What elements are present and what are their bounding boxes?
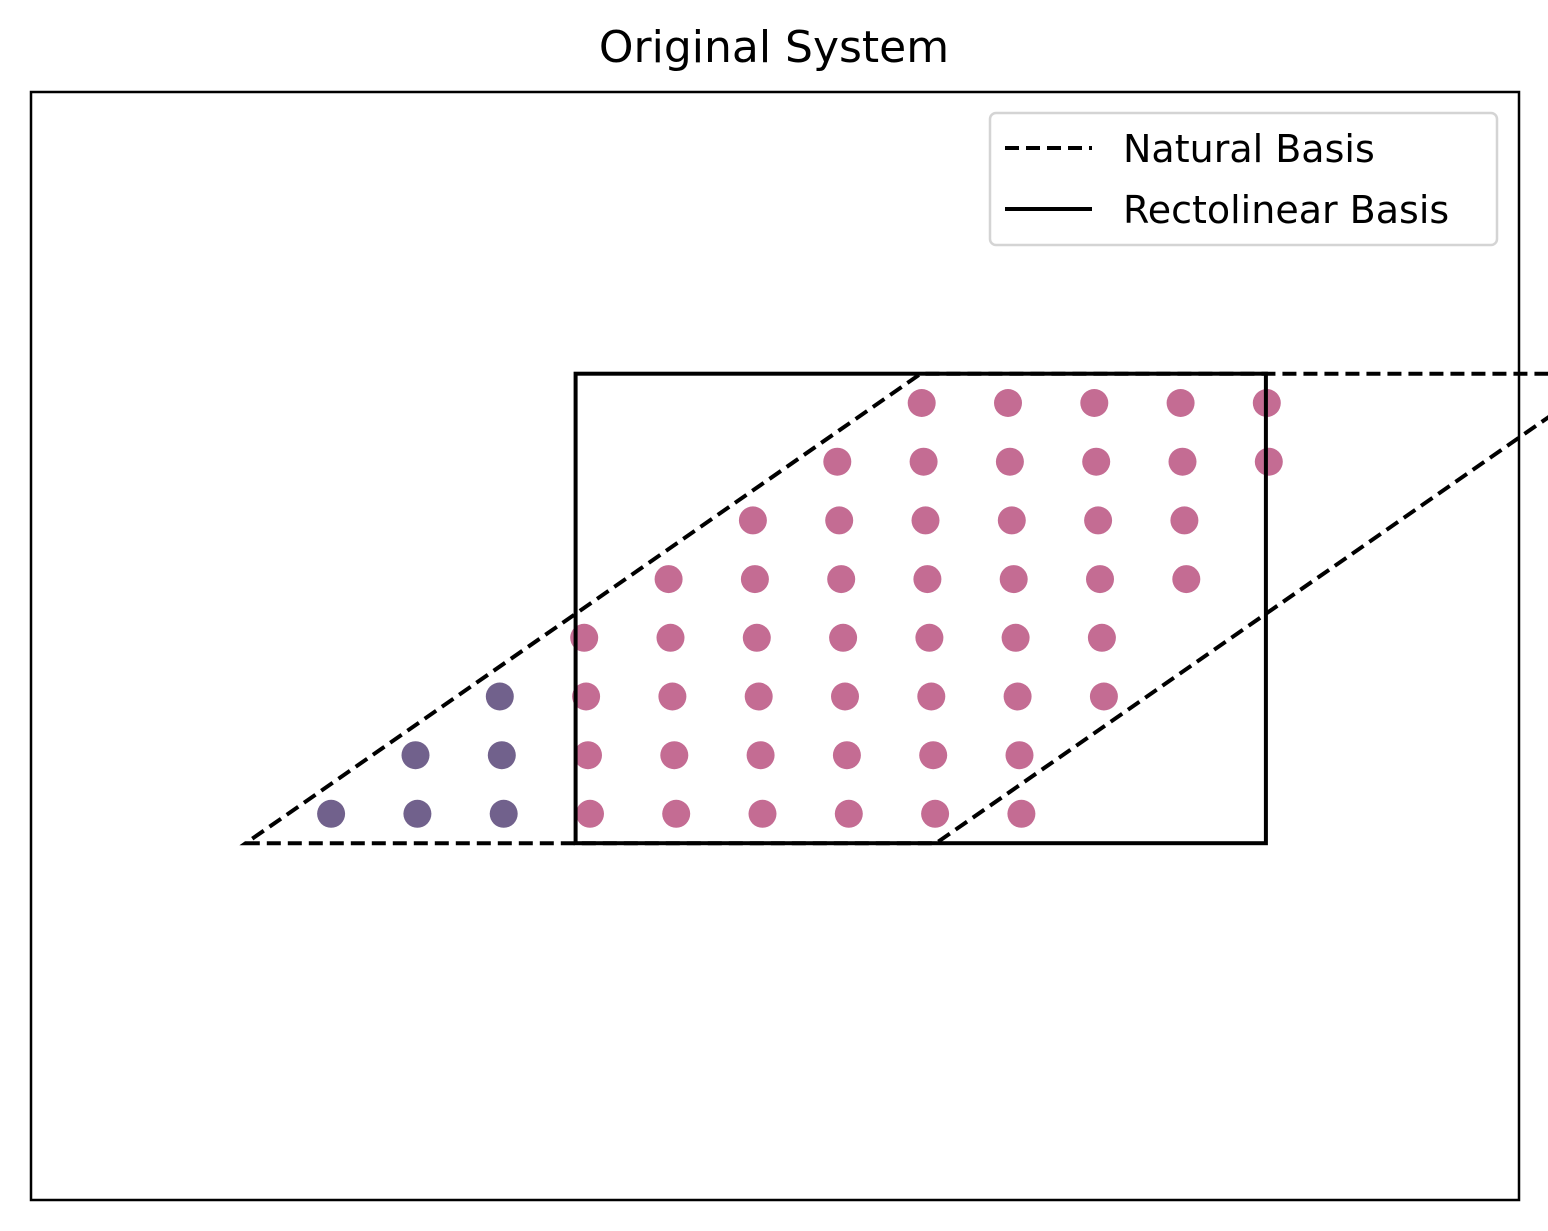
point-inside	[738, 506, 767, 535]
point-inside	[1007, 799, 1036, 828]
legend-natural-label: Natural Basis	[1123, 127, 1375, 171]
point-inside	[572, 682, 601, 711]
point-inside	[1001, 623, 1030, 652]
point-outside	[485, 682, 514, 711]
point-inside	[915, 623, 944, 652]
point-inside	[995, 447, 1024, 476]
point-inside	[832, 741, 861, 770]
point-outside	[401, 741, 430, 770]
point-inside	[825, 506, 854, 535]
point-inside	[919, 741, 948, 770]
point-inside	[574, 741, 602, 770]
rectolinear-basis-rectangle	[573, 371, 1268, 846]
point-inside	[744, 682, 773, 711]
point-outside	[487, 741, 516, 770]
point-inside	[909, 447, 938, 476]
point-inside	[746, 741, 775, 770]
point-inside	[1080, 389, 1109, 417]
legend: Natural Basis Rectolinear Basis	[988, 111, 1499, 247]
point-inside	[994, 389, 1022, 417]
point-inside	[1254, 447, 1283, 476]
point-inside	[827, 565, 856, 594]
point-inside	[911, 506, 940, 535]
point-inside	[1170, 506, 1199, 535]
point-inside	[834, 799, 863, 828]
point-inside	[748, 799, 777, 828]
point-inside	[576, 799, 604, 828]
point-outside	[317, 799, 346, 828]
point-inside	[654, 565, 683, 594]
point-inside	[1089, 682, 1118, 711]
point-inside	[740, 565, 769, 594]
point-inside	[658, 682, 687, 711]
plot-frame	[29, 90, 1521, 1202]
point-inside	[660, 741, 689, 770]
legend-rectolinear-label: Rectolinear Basis	[1123, 188, 1449, 232]
point-inside	[1172, 565, 1201, 594]
point-outside	[403, 799, 432, 828]
legend-frame	[988, 111, 1499, 247]
point-inside	[997, 506, 1026, 535]
point-inside	[1003, 682, 1032, 711]
point-inside	[662, 799, 691, 828]
point-inside	[829, 623, 858, 652]
chart-title: Original System	[598, 22, 950, 73]
point-inside	[742, 623, 771, 652]
point-inside	[917, 682, 946, 711]
point-inside	[999, 565, 1028, 594]
point-outside	[489, 799, 518, 828]
point-inside	[1168, 447, 1197, 476]
point-inside	[1166, 389, 1195, 417]
point-inside	[656, 623, 685, 652]
point-inside	[1082, 447, 1111, 476]
natural-basis-parallelogram	[239, 371, 1548, 846]
point-inside	[1087, 623, 1116, 652]
point-inside	[1084, 506, 1113, 535]
point-inside	[907, 389, 936, 417]
point-inside	[913, 565, 942, 594]
basis-layer	[239, 371, 1548, 846]
point-inside	[921, 799, 950, 828]
point-inside	[831, 682, 859, 711]
point-inside	[1005, 741, 1034, 770]
point-inside	[1086, 565, 1114, 594]
point-inside	[823, 447, 852, 476]
points-layer	[317, 389, 1283, 828]
